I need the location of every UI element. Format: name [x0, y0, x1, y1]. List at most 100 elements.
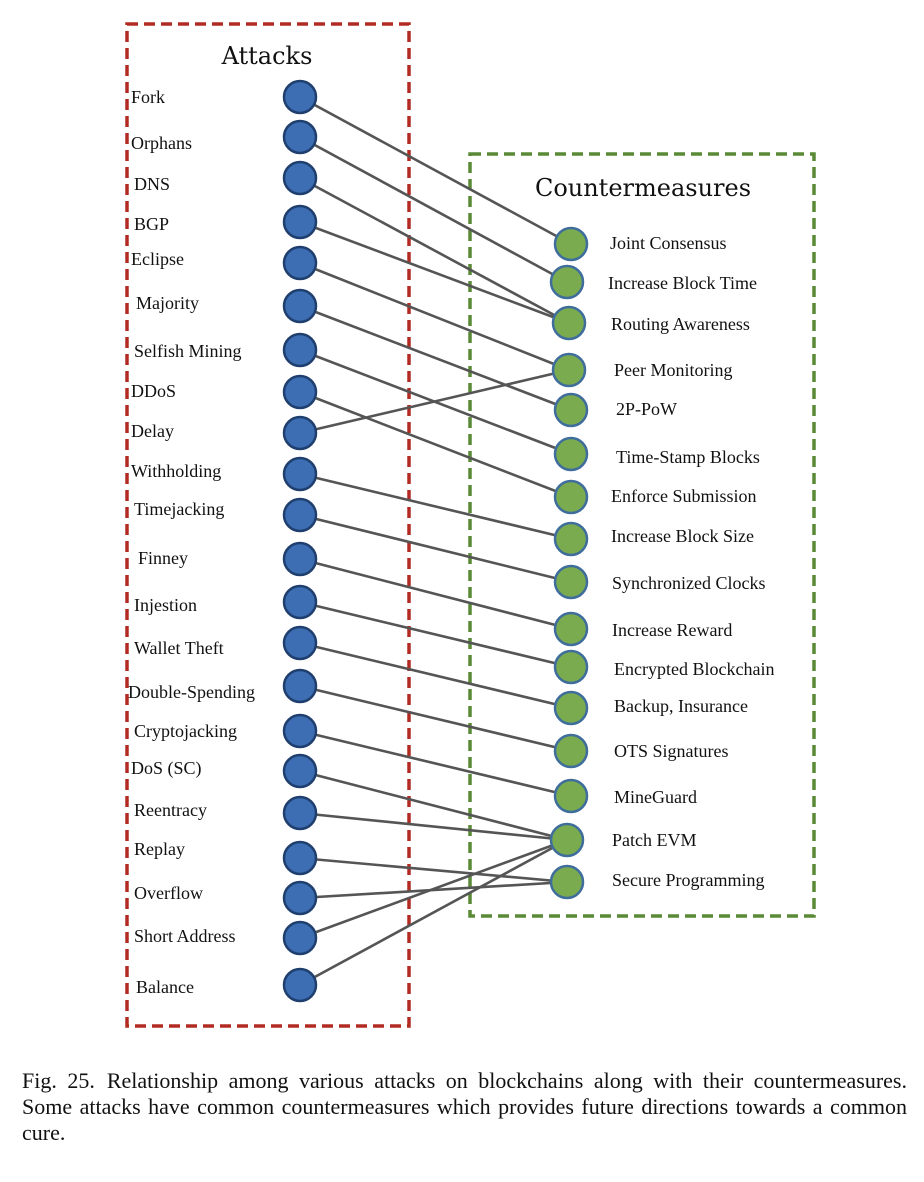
- attack-node-circle: [282, 584, 318, 620]
- attack-label: Delay: [131, 421, 174, 441]
- countermeasures-box: [468, 152, 816, 918]
- attack-label: Overflow: [134, 883, 203, 903]
- countermeasure-node-circle: [553, 436, 589, 472]
- countermeasure-label: Routing Awareness: [611, 314, 750, 334]
- countermeasure-node: MineGuard: [553, 778, 697, 814]
- attack-label: BGP: [134, 214, 169, 234]
- link-line: [299, 856, 568, 884]
- link-line: [299, 641, 572, 710]
- countermeasure-label: MineGuard: [614, 787, 697, 807]
- attack-node: Fork: [131, 79, 318, 115]
- attack-node: BGP: [134, 204, 318, 240]
- attack-node-circle: [282, 625, 318, 661]
- attack-node-circle: [282, 456, 318, 492]
- attack-label: Wallet Theft: [134, 638, 224, 658]
- countermeasure-node-circle: [553, 690, 589, 726]
- attack-node-circle: [282, 204, 318, 240]
- countermeasure-node: Synchronized Clocks: [553, 564, 765, 600]
- link-line: [299, 472, 572, 541]
- link-line: [299, 557, 572, 631]
- link-line: [299, 368, 570, 435]
- attack-label: DDoS: [131, 381, 176, 401]
- attack-label: Eclipse: [131, 249, 184, 269]
- attack-node: Injestion: [134, 584, 318, 620]
- attack-label: DNS: [134, 174, 170, 194]
- attack-nodes: Fork Orphans DNS BGP Eclipse Majority Selfish …: [128, 79, 318, 1003]
- attack-node-circle: [282, 920, 318, 956]
- countermeasure-node: Encrypted Blockchain: [553, 649, 774, 685]
- countermeasure-node: Joint Consensus: [553, 226, 727, 262]
- countermeasure-node-circle: [553, 778, 589, 814]
- countermeasure-node-circle: [553, 226, 589, 262]
- attack-node: DoS (SC): [131, 753, 318, 789]
- attack-label: Reentracy: [134, 800, 207, 820]
- link-line: [299, 684, 572, 753]
- attack-countermeasure-diagram: Attacks Countermeasures Fork Orphans DNS BG…: [125, 22, 816, 1028]
- attack-node: DDoS: [131, 374, 318, 410]
- attack-node: Timejacking: [134, 497, 318, 533]
- links-layer: [299, 95, 572, 987]
- countermeasure-node: 2P-PoW: [553, 392, 677, 428]
- countermeasure-node-circle: [549, 864, 585, 900]
- attack-node: Orphans: [131, 119, 318, 155]
- countermeasure-node: Enforce Submission: [553, 479, 757, 515]
- attack-node: Delay: [131, 415, 318, 451]
- attack-node: Replay: [134, 839, 318, 876]
- countermeasure-node-circle: [553, 649, 589, 685]
- link-line: [299, 769, 568, 842]
- countermeasure-node-circle: [553, 564, 589, 600]
- attack-node: Withholding: [131, 456, 318, 492]
- attack-node-circle: [282, 668, 318, 704]
- countermeasure-label: Enforce Submission: [611, 486, 757, 506]
- countermeasure-node-circle: [551, 352, 587, 388]
- attack-node-circle: [282, 497, 318, 533]
- countermeasure-node: Secure Programming: [549, 864, 764, 900]
- attack-node-circle: [282, 795, 318, 831]
- countermeasure-label: Encrypted Blockchain: [614, 659, 774, 679]
- attack-label: Balance: [136, 977, 194, 997]
- figure-caption: Fig. 25. Relationship among various attac…: [22, 1068, 907, 1146]
- countermeasure-node-circle: [553, 521, 589, 557]
- link-line: [299, 838, 568, 940]
- countermeasure-node-circle: [549, 822, 585, 858]
- attack-node: Finney: [138, 541, 318, 577]
- attack-node: Selfish Mining: [134, 332, 318, 368]
- figure-number: Fig. 25.: [22, 1068, 95, 1093]
- attack-label: Injestion: [134, 595, 197, 615]
- link-line: [299, 390, 572, 499]
- attack-label: Majority: [136, 293, 199, 313]
- countermeasure-label: Increase Block Time: [608, 273, 757, 293]
- countermeasure-label: Increase Reward: [612, 620, 732, 640]
- countermeasure-label: Increase Block Size: [611, 526, 754, 546]
- countermeasures-title: Countermeasures: [535, 174, 751, 202]
- countermeasure-label: Peer Monitoring: [614, 360, 733, 380]
- countermeasure-nodes: Joint Consensus Increase Block Time Routin…: [549, 226, 774, 900]
- link-line: [299, 176, 570, 325]
- attack-node: Eclipse: [131, 245, 318, 281]
- attack-node-circle: [282, 245, 318, 281]
- attack-label: Replay: [134, 839, 185, 859]
- link-line: [299, 513, 572, 584]
- attack-node-circle: [282, 541, 318, 577]
- link-line: [299, 95, 572, 246]
- attack-node-circle: [282, 840, 318, 876]
- attacks-title: Attacks: [221, 42, 313, 70]
- attacks-box: [125, 22, 411, 1028]
- attack-node-circle: [282, 332, 318, 368]
- attack-node-circle: [282, 753, 318, 789]
- attack-label: Finney: [138, 548, 188, 568]
- attack-node: Short Address: [134, 920, 318, 956]
- countermeasure-node: Peer Monitoring: [551, 352, 733, 388]
- countermeasure-node: Increase Block Time: [549, 264, 757, 300]
- attack-node: Overflow: [134, 880, 318, 916]
- link-line: [299, 135, 568, 284]
- link-line: [299, 261, 570, 372]
- attack-node: Balance: [136, 967, 318, 1003]
- countermeasure-node: Time-Stamp Blocks: [553, 436, 760, 472]
- attack-node: Majority: [136, 288, 318, 324]
- attack-node-circle: [282, 119, 318, 155]
- attack-node-circle: [282, 415, 318, 451]
- countermeasure-label: Backup, Insurance: [614, 696, 748, 716]
- link-line: [299, 600, 572, 669]
- countermeasure-node: Increase Reward: [553, 611, 732, 647]
